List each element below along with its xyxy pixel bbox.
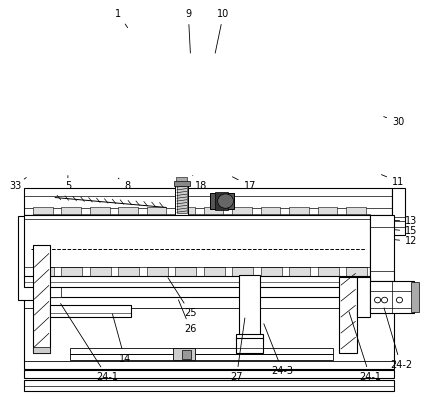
- Text: 30: 30: [384, 117, 404, 127]
- Bar: [24, 215, 370, 277]
- Text: 17: 17: [233, 177, 256, 191]
- Text: 14: 14: [113, 314, 131, 364]
- Bar: [346, 267, 367, 277]
- Bar: [182, 350, 191, 359]
- Bar: [318, 267, 339, 277]
- Bar: [24, 188, 392, 215]
- Bar: [44, 215, 61, 297]
- Bar: [236, 334, 263, 340]
- Text: 13: 13: [395, 216, 417, 227]
- Text: 12: 12: [395, 236, 417, 247]
- Text: 10: 10: [215, 9, 230, 53]
- Bar: [411, 282, 419, 312]
- Bar: [147, 207, 166, 215]
- Bar: [175, 183, 188, 215]
- Bar: [33, 214, 370, 217]
- Text: 11: 11: [381, 175, 404, 187]
- Text: 24-1: 24-1: [60, 304, 118, 382]
- Bar: [33, 245, 50, 353]
- Circle shape: [218, 194, 233, 208]
- Bar: [261, 267, 282, 277]
- Bar: [24, 380, 394, 391]
- Bar: [370, 215, 394, 281]
- Bar: [236, 338, 263, 353]
- Text: 24-1: 24-1: [349, 312, 381, 382]
- Bar: [173, 348, 195, 360]
- Text: 26: 26: [178, 300, 197, 334]
- Bar: [370, 215, 385, 297]
- Text: 24-2: 24-2: [384, 308, 412, 370]
- Bar: [177, 185, 187, 213]
- Text: 5: 5: [65, 176, 71, 191]
- Text: 8: 8: [118, 178, 130, 191]
- Bar: [174, 181, 190, 186]
- Bar: [61, 267, 82, 277]
- Bar: [339, 277, 357, 353]
- Bar: [24, 276, 370, 287]
- Bar: [147, 267, 168, 277]
- Bar: [318, 207, 337, 215]
- Bar: [215, 192, 228, 210]
- Bar: [204, 267, 225, 277]
- Bar: [175, 267, 196, 277]
- Bar: [175, 207, 195, 215]
- Text: 15: 15: [395, 226, 417, 237]
- Bar: [289, 207, 309, 215]
- Bar: [289, 267, 310, 277]
- Bar: [90, 267, 111, 277]
- Bar: [33, 267, 54, 277]
- Text: 27: 27: [230, 318, 245, 382]
- Bar: [232, 207, 252, 215]
- Bar: [118, 207, 138, 215]
- Bar: [357, 277, 370, 317]
- Bar: [70, 348, 333, 360]
- Bar: [346, 207, 366, 215]
- Bar: [370, 281, 414, 313]
- Bar: [361, 215, 385, 297]
- Text: 18: 18: [193, 176, 208, 191]
- Bar: [33, 347, 50, 353]
- Bar: [204, 207, 223, 215]
- Bar: [24, 370, 394, 378]
- Bar: [118, 267, 139, 277]
- Bar: [33, 207, 53, 215]
- Text: 9: 9: [185, 9, 191, 53]
- Bar: [232, 267, 253, 277]
- Text: 1: 1: [115, 9, 127, 28]
- Text: 33: 33: [9, 178, 26, 191]
- Bar: [18, 216, 34, 300]
- Circle shape: [396, 297, 403, 303]
- Text: 24-3: 24-3: [264, 324, 293, 376]
- Bar: [261, 207, 280, 215]
- Bar: [61, 207, 81, 215]
- Bar: [90, 207, 110, 215]
- Circle shape: [374, 297, 381, 303]
- Text: 25: 25: [168, 278, 197, 318]
- Bar: [239, 275, 260, 337]
- Bar: [176, 177, 187, 181]
- Bar: [24, 297, 394, 369]
- Circle shape: [381, 297, 388, 303]
- Bar: [210, 193, 234, 209]
- Bar: [33, 215, 57, 297]
- Bar: [392, 188, 405, 235]
- Bar: [50, 305, 131, 317]
